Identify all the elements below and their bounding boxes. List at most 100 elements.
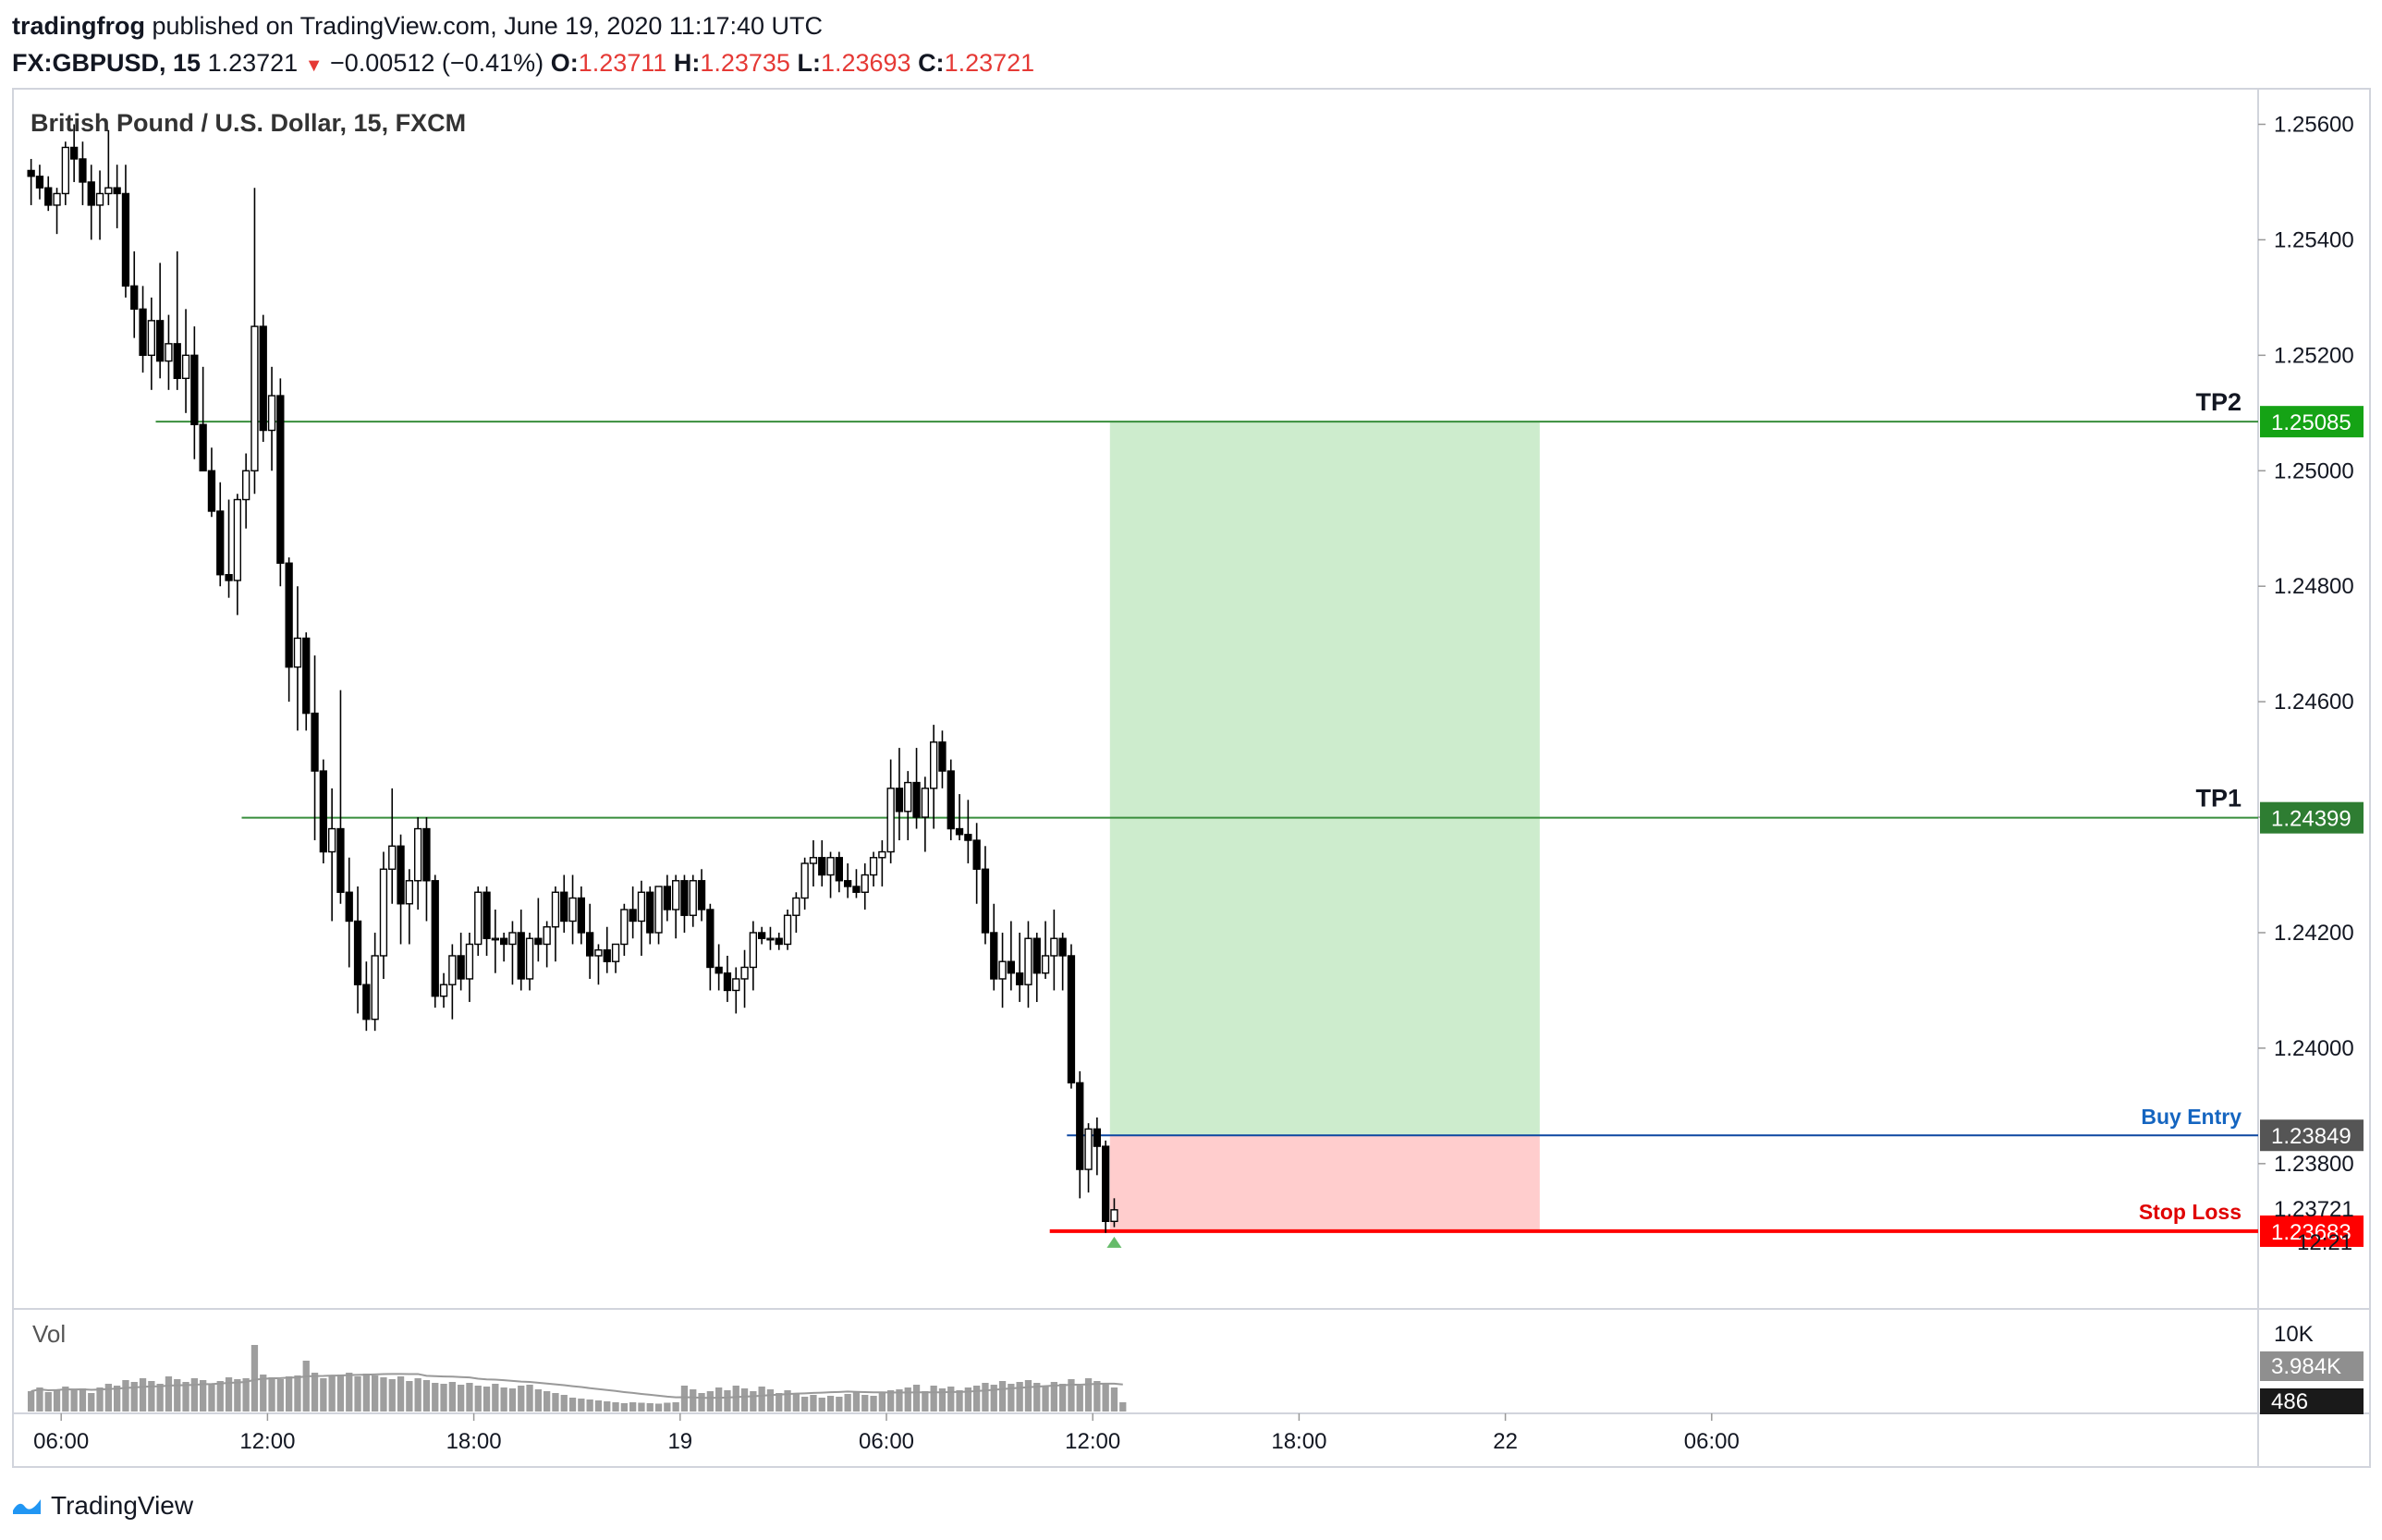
candle-body xyxy=(465,943,474,980)
volume-bar xyxy=(552,1393,559,1412)
candle xyxy=(1015,932,1024,1002)
candle-body xyxy=(207,470,216,512)
candle-body xyxy=(1101,1145,1110,1223)
tradingview-logo-icon[interactable] xyxy=(12,1496,42,1516)
volume-bar xyxy=(70,1390,78,1412)
candle xyxy=(723,955,732,1002)
candle xyxy=(955,794,964,841)
candle-body xyxy=(483,891,491,939)
volume-bar xyxy=(1119,1402,1127,1412)
candle-body xyxy=(886,788,895,853)
volume-bar xyxy=(130,1382,138,1412)
volume-bar xyxy=(664,1402,671,1412)
candle-body xyxy=(689,880,697,916)
volume-bar xyxy=(758,1387,765,1412)
candle-body xyxy=(500,937,508,946)
candle-body xyxy=(775,937,783,946)
author-name[interactable]: tradingfrog xyxy=(12,12,145,40)
candle xyxy=(1050,909,1058,991)
candle xyxy=(311,655,319,841)
volume-bar xyxy=(672,1402,679,1412)
candle-body xyxy=(852,886,861,893)
volume-bar xyxy=(740,1388,749,1412)
time-tick-label: 19 xyxy=(667,1429,692,1454)
volume-bar xyxy=(646,1403,654,1412)
candle xyxy=(981,846,990,945)
volume-bar xyxy=(302,1361,310,1412)
volume-bar xyxy=(732,1386,739,1412)
candle-body xyxy=(517,932,525,980)
candle-body xyxy=(439,984,448,997)
volume-bar xyxy=(44,1392,52,1412)
volume-bar xyxy=(715,1387,723,1412)
candle-body xyxy=(955,827,964,836)
volume-bar xyxy=(336,1375,345,1412)
candle-body xyxy=(560,891,568,923)
volume-bar xyxy=(508,1388,517,1412)
price-tick-label: 1.24000 xyxy=(2274,1036,2354,1061)
candle-body xyxy=(637,891,646,923)
high-value: 1.23735 xyxy=(700,49,790,77)
candle xyxy=(267,366,276,471)
candle xyxy=(560,874,568,933)
candle xyxy=(190,326,199,459)
volume-bar xyxy=(706,1391,714,1412)
candle-body xyxy=(732,978,740,992)
candle-body xyxy=(241,470,250,501)
chart-frame[interactable]: British Pound / U.S. Dollar, 15, FXCM TP2… xyxy=(12,88,2371,1468)
candle xyxy=(1032,932,1041,1002)
volume-value-badge-bg xyxy=(2260,1351,2364,1381)
volume-bar xyxy=(380,1377,387,1412)
candle xyxy=(165,314,173,390)
stop-loss-label: Stop Loss xyxy=(2139,1200,2242,1224)
candle-body xyxy=(1058,937,1067,957)
volume-bar xyxy=(200,1380,207,1412)
volume-bar xyxy=(474,1386,482,1412)
time-tick-label: 12:00 xyxy=(1065,1429,1120,1454)
candle-body xyxy=(783,914,792,946)
candle-body xyxy=(302,637,311,715)
tradingview-brand[interactable]: TradingView xyxy=(51,1491,194,1520)
candle-body xyxy=(216,510,225,576)
volume-bar xyxy=(320,1378,327,1412)
candle xyxy=(353,886,362,1014)
volume-bar xyxy=(96,1387,104,1412)
candle xyxy=(302,632,311,731)
candle-body xyxy=(44,187,53,206)
volume-bar xyxy=(620,1403,628,1412)
price-chart[interactable]: British Pound / U.S. Dollar, 15, FXCM TP2… xyxy=(14,90,2369,1466)
volume-bar xyxy=(844,1394,851,1412)
candle-body xyxy=(113,187,121,195)
candle-body xyxy=(904,781,912,813)
volume-bar xyxy=(500,1387,507,1412)
volume-bar xyxy=(208,1384,215,1412)
low-value: 1.23693 xyxy=(820,49,911,77)
candle xyxy=(508,921,517,985)
candle xyxy=(139,286,147,373)
volume-value-badge: 3.984K xyxy=(2271,1354,2341,1379)
candle xyxy=(611,943,620,973)
candle xyxy=(1093,1117,1102,1176)
volume-bar xyxy=(1033,1383,1041,1412)
candle-body xyxy=(534,937,543,946)
candle xyxy=(1024,921,1032,1008)
candle xyxy=(414,817,422,910)
candle xyxy=(740,949,749,1008)
down-triangle-icon: ▼ xyxy=(304,55,324,76)
volume-bar xyxy=(276,1379,284,1412)
volume-bar xyxy=(346,1373,353,1412)
volume-bar xyxy=(114,1386,121,1412)
candle-body xyxy=(276,395,285,564)
candle xyxy=(990,903,998,991)
publish-line: tradingfrog published on TradingView.com… xyxy=(12,7,1034,44)
candle xyxy=(517,909,525,991)
candle-body xyxy=(629,909,637,923)
candle xyxy=(155,263,165,379)
last-price-label: 1.23721 xyxy=(2274,1197,2354,1222)
candle-body xyxy=(577,897,586,934)
candle-body xyxy=(225,574,233,581)
candle-body xyxy=(895,788,904,813)
time-tick-label: 12:00 xyxy=(239,1429,295,1454)
volume-bar xyxy=(79,1388,87,1412)
price-tick-label: 1.25600 xyxy=(2274,112,2354,137)
